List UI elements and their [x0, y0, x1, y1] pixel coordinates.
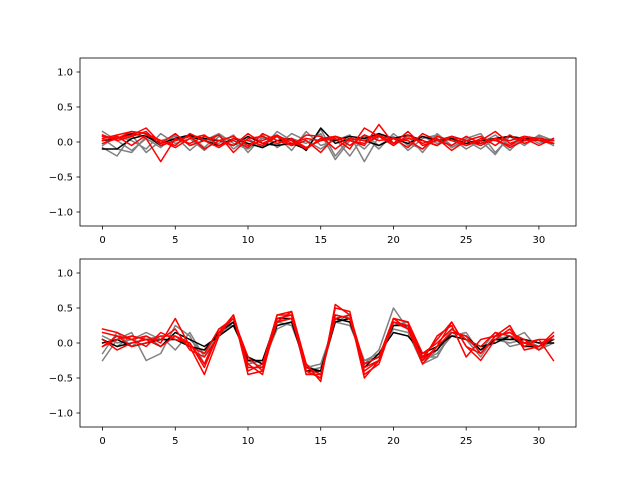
bottom-y-tick-label: −0.5 — [49, 374, 73, 385]
bottom-subplot-series-group — [101, 303, 555, 383]
bottom-x-tick-label: 20 — [387, 436, 400, 447]
bottom-subplot-y-axis: 1.0 0.5 0.0 −0.5 −1.0 — [49, 269, 80, 420]
bottom-x-tick-label: 10 — [242, 436, 255, 447]
top-subplot-x-axis: 0 5 10 15 20 25 30 — [99, 226, 545, 246]
top-y-tick-label: 0.0 — [57, 138, 73, 149]
top-subplot: 0 5 10 15 20 25 30 1.0 0.5 0.0 −0.5 −1.0 — [49, 57, 577, 246]
bottom-subplot-x-axis: 0 5 10 15 20 25 30 — [99, 427, 545, 447]
top-x-tick-label: 15 — [314, 235, 327, 246]
bottom-y-tick-label: 0.5 — [57, 304, 73, 315]
top-series-line-10 — [101, 130, 555, 150]
top-x-tick-label: 10 — [242, 235, 255, 246]
bottom-y-tick-label: −1.0 — [49, 409, 73, 420]
top-y-tick-label: 1.0 — [57, 68, 73, 79]
bottom-y-tick-label: 0.0 — [57, 339, 73, 350]
bottom-series-line-11 — [101, 314, 555, 379]
top-y-tick-label: −1.0 — [49, 208, 73, 219]
top-y-tick-label: −0.5 — [49, 173, 73, 184]
bottom-y-tick-label: 1.0 — [57, 269, 73, 280]
bottom-x-tick-label: 25 — [460, 436, 473, 447]
top-subplot-y-axis: 1.0 0.5 0.0 −0.5 −1.0 — [49, 68, 80, 219]
top-y-tick-label: 0.5 — [57, 103, 73, 114]
bottom-subplot: 0 5 10 15 20 25 30 1.0 0.5 0.0 −0.5 −1.0 — [49, 258, 577, 447]
bottom-x-tick-label: 30 — [533, 436, 546, 447]
bottom-x-tick-label: 15 — [314, 436, 327, 447]
top-series-line-8 — [101, 127, 555, 154]
top-x-tick-label: 25 — [460, 235, 473, 246]
top-x-tick-label: 5 — [172, 235, 178, 246]
bottom-x-tick-label: 0 — [99, 436, 105, 447]
top-x-tick-label: 30 — [533, 235, 546, 246]
bottom-x-tick-label: 5 — [172, 436, 178, 447]
top-series-line-11 — [101, 132, 555, 150]
top-x-tick-label: 0 — [99, 235, 105, 246]
top-x-tick-label: 20 — [387, 235, 400, 246]
top-subplot-series-group — [101, 123, 555, 163]
